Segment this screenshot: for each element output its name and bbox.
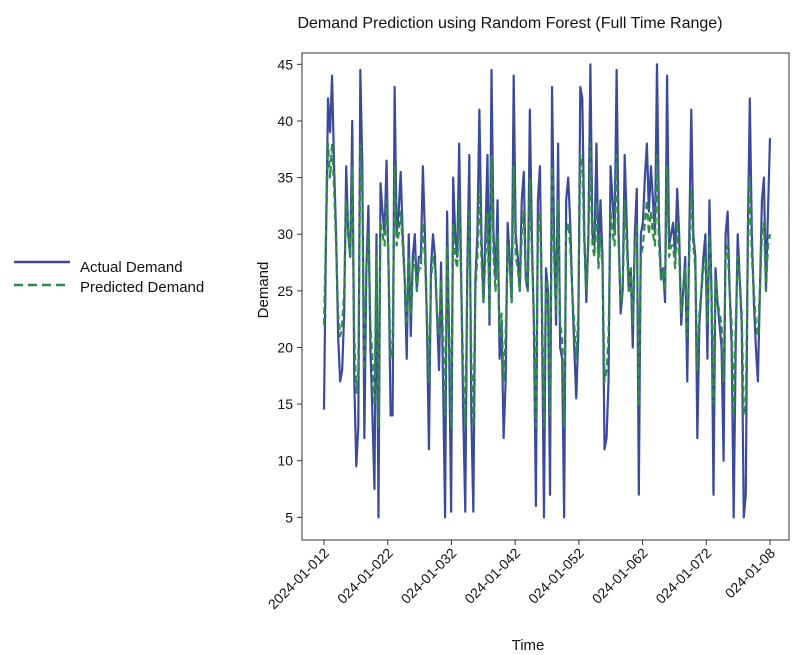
y-tick-label: 45 (277, 56, 293, 72)
x-axis-title: Time (512, 637, 545, 654)
x-tick-label: 024-01-032 (398, 545, 460, 607)
y-tick-label: 25 (277, 283, 293, 299)
x-tick-label: 024-01-042 (461, 545, 523, 607)
y-tick-label: 40 (277, 113, 293, 129)
x-tick-label: 024-01-022 (334, 545, 396, 607)
series-line-actual-demand (322, 63, 772, 519)
y-axis: 5 10 15 20 25 30 35 40 45 (277, 56, 302, 525)
x-tick-label: 024-01-062 (589, 545, 651, 607)
legend: Actual Demand Predicted Demand (14, 259, 204, 296)
y-tick-label: 35 (277, 170, 293, 186)
y-axis-title: Demand (255, 262, 272, 319)
y-tick-label: 15 (277, 396, 293, 412)
x-tick-label: 024-01-052 (525, 545, 587, 607)
plot-frame (301, 52, 790, 541)
y-tick-label: 5 (285, 509, 293, 525)
legend-label-predicted: Predicted Demand (80, 279, 204, 296)
y-tick-label: 20 (277, 339, 293, 355)
y-tick-label: 30 (277, 226, 293, 242)
y-tick-label: 10 (277, 453, 293, 469)
x-tick-label: 024-01-08 (722, 545, 779, 602)
series-layer (322, 63, 772, 519)
x-tick-label: 2024-01-012 (265, 545, 333, 613)
x-tick-label: 024-01-072 (652, 545, 714, 607)
legend-label-actual: Actual Demand (80, 259, 183, 276)
series-line-predicted-demand (322, 142, 772, 428)
x-axis: 2024-01-012 024-01-022 024-01-032 024-01-04… (265, 540, 779, 613)
chart-title: Demand Prediction using Random Forest (F… (297, 15, 722, 32)
